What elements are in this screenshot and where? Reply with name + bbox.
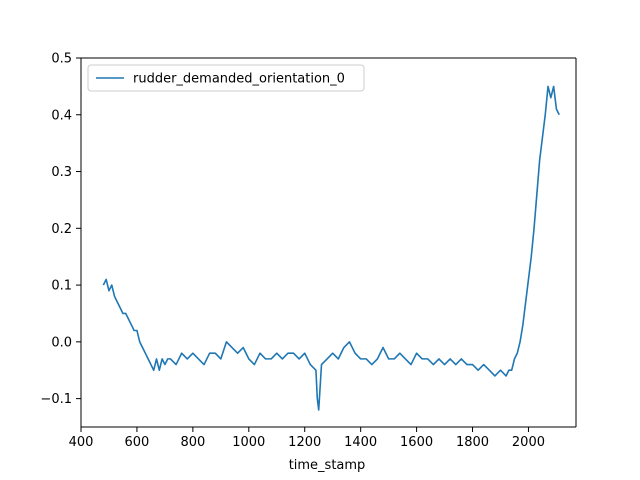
y-tick-label: 0.3 xyxy=(51,165,72,180)
x-tick-label: 400 xyxy=(69,435,94,450)
x-tick-label: 800 xyxy=(180,435,205,450)
series-line-0 xyxy=(102,85,560,411)
x-tick-label: 1400 xyxy=(344,435,377,450)
axes-layer: 400 600 800 1000 1200 1400 1600 1800 2000 −0.1 0.0… xyxy=(40,52,577,450)
x-axis-label: time_stamp xyxy=(289,458,366,473)
x-tick-label: 600 xyxy=(125,435,150,450)
legend-label: rudder_demanded_orientation_0 xyxy=(133,72,345,87)
y-tick-label: −0.1 xyxy=(40,392,72,407)
plot-background xyxy=(81,58,576,427)
y-tick-label: 0.1 xyxy=(51,279,72,294)
y-tick-label: 0.5 xyxy=(51,52,72,67)
x-tick-label: 2000 xyxy=(512,435,545,450)
legend: rudder_demanded_orientation_0 xyxy=(87,64,365,92)
legend-box xyxy=(87,64,365,92)
y-tick-label: 0.4 xyxy=(51,108,72,123)
x-tick-label: 1600 xyxy=(400,435,433,450)
y-tick-label: 0.0 xyxy=(51,335,72,350)
series-layer xyxy=(102,85,560,411)
y-tick-label: 0.2 xyxy=(51,222,72,237)
plot-area xyxy=(81,58,576,427)
x-tick-label: 1200 xyxy=(288,435,321,450)
x-tick-label: 1000 xyxy=(232,435,265,450)
x-tick-label: 1800 xyxy=(456,435,489,450)
